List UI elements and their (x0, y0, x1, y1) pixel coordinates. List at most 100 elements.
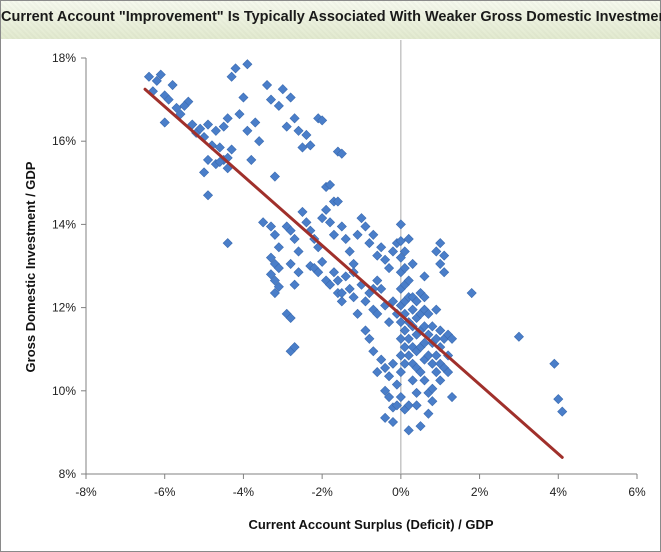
y-tick-label: 8% (59, 467, 77, 481)
data-point (293, 246, 304, 257)
x-tick-label: 4% (550, 485, 568, 499)
data-point (242, 125, 253, 136)
data-point (384, 371, 395, 382)
data-point (384, 317, 395, 328)
data-point (293, 267, 304, 278)
data-point (435, 238, 446, 249)
chart-title: Current Account "Improvement" Is Typical… (1, 9, 661, 25)
data-point (214, 156, 225, 168)
data-point (210, 125, 221, 136)
data-point (403, 350, 414, 361)
data-point (446, 392, 458, 403)
data-point (466, 288, 477, 299)
data-point (297, 206, 308, 217)
data-point (423, 408, 434, 419)
data-point (411, 387, 422, 398)
data-point (395, 367, 406, 378)
data-point (348, 292, 359, 303)
data-point (395, 317, 406, 328)
data-point (391, 379, 402, 390)
data-point (265, 94, 277, 105)
data-point (403, 233, 414, 244)
data-point (273, 263, 284, 274)
data-point (419, 375, 430, 386)
data-point (242, 59, 253, 70)
data-point (360, 325, 371, 336)
data-point (234, 109, 245, 120)
data-point (324, 217, 336, 228)
data-point (356, 213, 367, 224)
data-point (399, 358, 410, 369)
data-point (431, 350, 442, 361)
data-point (289, 233, 300, 244)
data-point (411, 296, 422, 307)
data-point (407, 258, 418, 269)
data-point (305, 140, 316, 151)
data-point (226, 71, 237, 82)
data-point (352, 308, 363, 319)
x-tick-label: -8% (75, 485, 97, 499)
data-point (403, 400, 414, 411)
data-point (273, 242, 284, 253)
data-point (344, 246, 355, 257)
data-point (336, 288, 347, 299)
data-points (143, 59, 568, 436)
data-point (179, 100, 190, 111)
data-point (372, 367, 383, 378)
data-point (285, 312, 296, 324)
data-point (340, 271, 351, 282)
data-point (439, 250, 450, 261)
data-point (332, 275, 343, 286)
data-point (435, 258, 446, 269)
data-point (265, 252, 277, 263)
data-point (435, 325, 446, 336)
data-point (395, 252, 406, 263)
data-point (297, 142, 308, 153)
data-point (427, 383, 438, 394)
x-tick-label: -6% (154, 485, 176, 499)
data-point (238, 92, 249, 103)
data-point (549, 358, 560, 369)
data-point (376, 354, 387, 365)
data-point (328, 229, 339, 240)
data-point (324, 179, 336, 190)
data-point (387, 358, 399, 369)
data-point (415, 421, 426, 432)
data-point (380, 254, 391, 265)
data-point (195, 123, 206, 134)
data-point (222, 238, 233, 249)
data-point (313, 267, 324, 278)
data-point (344, 283, 355, 294)
axes: -8% -6% -4% -2% 0% 2% 4% 6% 8% 10% 12% 14% 16% 18% (52, 40, 646, 499)
data-point (391, 400, 402, 411)
data-point (214, 142, 225, 153)
trendline-group (143, 87, 564, 459)
data-point (403, 333, 414, 344)
data-point (395, 236, 406, 247)
data-point (431, 367, 442, 378)
data-point (431, 304, 442, 315)
data-point (246, 154, 257, 165)
data-point (269, 275, 280, 286)
data-point (387, 246, 399, 257)
data-point (301, 129, 312, 140)
data-point (317, 256, 328, 267)
data-point (399, 325, 410, 336)
data-point (258, 217, 269, 228)
data-point (399, 263, 410, 274)
data-point (419, 337, 430, 348)
data-point (399, 342, 410, 353)
data-point (336, 148, 347, 159)
data-point (332, 196, 343, 207)
data-point (301, 217, 312, 228)
data-point (269, 171, 280, 182)
data-point (387, 416, 399, 428)
data-point (250, 117, 261, 128)
data-point (273, 281, 284, 292)
data-point (407, 375, 418, 386)
data-point (285, 258, 296, 269)
data-point (336, 296, 347, 307)
data-point (513, 331, 524, 342)
data-point (262, 80, 273, 91)
data-point (431, 333, 442, 344)
